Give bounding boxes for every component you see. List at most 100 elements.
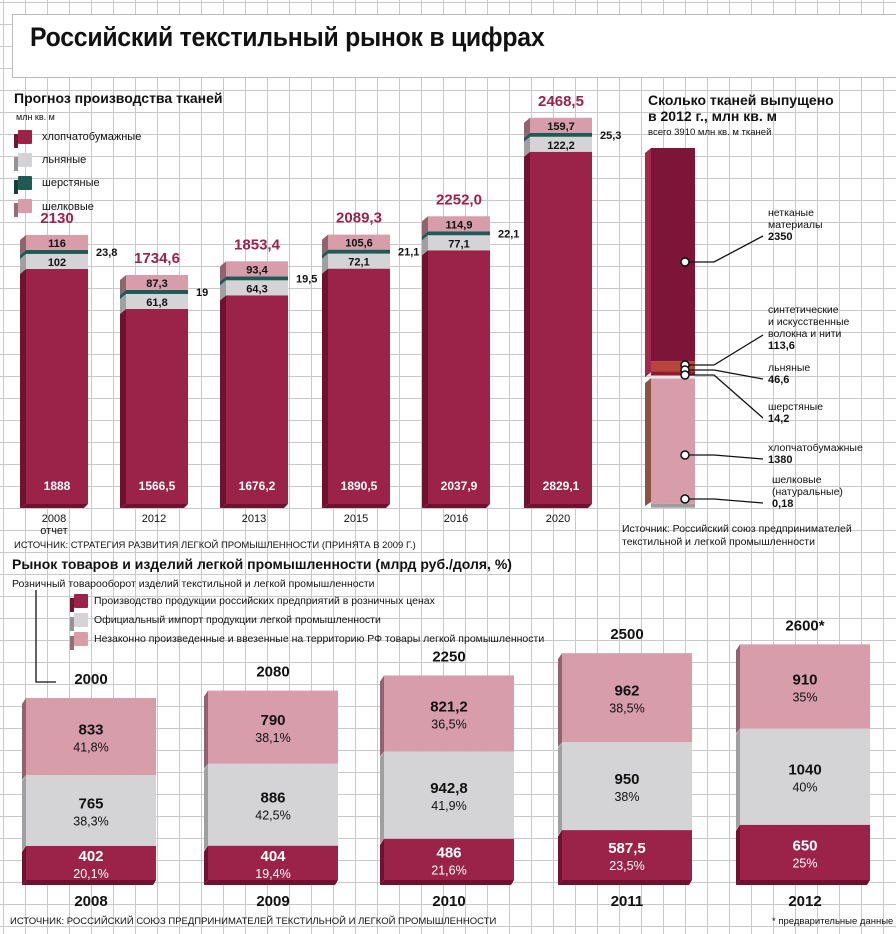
chart2-title-line1: Сколько тканей выпущено bbox=[648, 92, 834, 108]
chart3-footnote: * предварительные данные bbox=[772, 916, 894, 927]
market-bar-segment bbox=[740, 644, 870, 729]
bar-label-wool: 25,3 bbox=[600, 130, 621, 142]
total-bracket-line bbox=[35, 590, 56, 683]
market-bar-segment bbox=[208, 763, 338, 846]
market-share-label: 20,1% bbox=[73, 867, 108, 881]
marker-dot bbox=[680, 257, 690, 267]
bar-side-silk bbox=[120, 274, 126, 295]
bar-side-linen bbox=[20, 253, 26, 274]
x-tick-label: отчет bbox=[40, 525, 67, 537]
bar-label-cotton: 1566,5 bbox=[139, 479, 176, 493]
bar-segment-wool bbox=[26, 249, 88, 254]
bar-segment-cotton bbox=[328, 268, 390, 504]
market-value-label: 404 bbox=[260, 848, 286, 865]
market-value-label: 587,5 bbox=[608, 840, 646, 857]
market-bar-side bbox=[558, 742, 562, 836]
leader-line bbox=[685, 454, 764, 460]
segment-name: волокна и нити bbox=[768, 328, 842, 340]
market-bar-segment bbox=[562, 742, 692, 831]
market-share-label: 41,9% bbox=[431, 799, 466, 813]
x-tick-label: 2012 bbox=[142, 513, 166, 525]
bar-side-silk bbox=[220, 261, 226, 282]
bar-segment-silk bbox=[226, 261, 288, 277]
breakdown-side-top bbox=[645, 148, 651, 378]
bar-total-label: 2468,5 bbox=[538, 93, 584, 110]
bar-label-cotton: 1890,5 bbox=[341, 479, 378, 493]
chart1-title: Прогноз производства тканей bbox=[14, 90, 223, 106]
market-bar-side bbox=[204, 845, 208, 885]
market-value-label: 821,2 bbox=[430, 698, 468, 715]
bar-segment-silk bbox=[26, 234, 88, 250]
legend-label: льняные bbox=[42, 154, 87, 166]
market-bar-segment bbox=[562, 653, 692, 743]
breakdown-segment bbox=[651, 375, 695, 379]
bar-side-silk bbox=[524, 117, 530, 138]
market-value-label: 962 bbox=[614, 683, 639, 700]
segment-value: 113,6 bbox=[768, 340, 795, 352]
bar-label-wool: 19 bbox=[196, 287, 208, 299]
market-x-tick: 2009 bbox=[256, 893, 289, 910]
market-bar-segment bbox=[384, 675, 514, 752]
bar-side-linen bbox=[120, 293, 126, 314]
legend-swatch-illegal bbox=[74, 632, 88, 646]
bar-bottom bbox=[422, 504, 490, 508]
legend-label: Официальный импорт продукции легкой пром… bbox=[94, 614, 381, 626]
segment-name: хлопчатобумажные bbox=[768, 442, 863, 454]
segment-value: 0,18 bbox=[772, 498, 793, 510]
breakdown-side-bottom bbox=[645, 378, 651, 506]
market-bar-side bbox=[204, 763, 208, 851]
market-x-tick: 2010 bbox=[432, 893, 465, 910]
legend-swatch-import bbox=[74, 613, 88, 627]
chart2-subtitle: всего 3910 млн кв. м тканей bbox=[648, 127, 772, 138]
segment-value: 46,6 bbox=[768, 374, 789, 386]
bar-segment-cotton bbox=[226, 295, 288, 504]
legend-swatch-wool bbox=[18, 176, 32, 190]
chart2-source-line1: Источник: Российский союз предпринимател… bbox=[622, 523, 852, 535]
leader-line bbox=[685, 498, 764, 504]
legend-label: шерстяные bbox=[42, 177, 100, 189]
bar-side-silk bbox=[322, 234, 328, 255]
market-share-label: 21,6% bbox=[431, 863, 466, 877]
marker-dot bbox=[680, 450, 690, 460]
segment-name: шелковые bbox=[772, 474, 822, 486]
bar-side-wool bbox=[20, 249, 26, 259]
market-bar-side bbox=[380, 838, 384, 885]
bar-label-silk: 159,7 bbox=[547, 121, 575, 133]
bar-total-label: 2252,0 bbox=[436, 191, 482, 208]
market-bar-side bbox=[380, 675, 384, 757]
bar-segment-silk bbox=[126, 274, 188, 290]
bar-label-cotton: 1888 bbox=[44, 479, 71, 493]
x-tick-label: 2008 bbox=[42, 513, 66, 525]
market-x-tick: 2011 bbox=[611, 893, 644, 910]
market-bar-segment bbox=[208, 845, 338, 880]
x-tick-label: 2015 bbox=[344, 513, 368, 525]
bar-segment-linen bbox=[126, 293, 188, 309]
bar-segment-wool bbox=[328, 249, 390, 254]
bar-side-linen bbox=[422, 235, 428, 256]
bar-label-linen: 72,1 bbox=[348, 257, 369, 269]
bar-segment-cotton bbox=[428, 250, 490, 504]
bar-side-wool bbox=[322, 249, 328, 259]
bar-label-silk: 93,4 bbox=[246, 264, 268, 276]
bar-side-wool bbox=[120, 289, 126, 299]
market-total-label: 2250 bbox=[432, 648, 465, 665]
bar-total-label: 1734,6 bbox=[134, 250, 180, 267]
market-bar-segment bbox=[26, 697, 156, 776]
bar-label-linen: 61,8 bbox=[146, 297, 167, 309]
market-bar-segment bbox=[26, 845, 156, 880]
x-tick-label: 2016 bbox=[444, 513, 468, 525]
bar-label-silk: 105,6 bbox=[345, 238, 373, 250]
chart3-source: ИСТОЧНИК: РОССИЙСКИЙ СОЮЗ ПРЕДПРИНИМАТЕЛ… bbox=[10, 916, 497, 927]
bar-label-wool: 22,1 bbox=[498, 228, 519, 240]
market-bar-bottom bbox=[380, 880, 514, 885]
bar-bottom bbox=[322, 504, 390, 508]
market-bar-side bbox=[22, 845, 26, 885]
bar-side-linen bbox=[220, 280, 226, 301]
bar-bottom bbox=[120, 504, 188, 508]
market-bar-side bbox=[558, 830, 562, 885]
bar-label-cotton: 2829,1 bbox=[543, 479, 580, 493]
market-value-label: 833 bbox=[78, 722, 103, 739]
market-value-label: 886 bbox=[260, 790, 285, 807]
market-share-label: 40% bbox=[792, 781, 817, 795]
market-value-label: 402 bbox=[78, 848, 103, 865]
